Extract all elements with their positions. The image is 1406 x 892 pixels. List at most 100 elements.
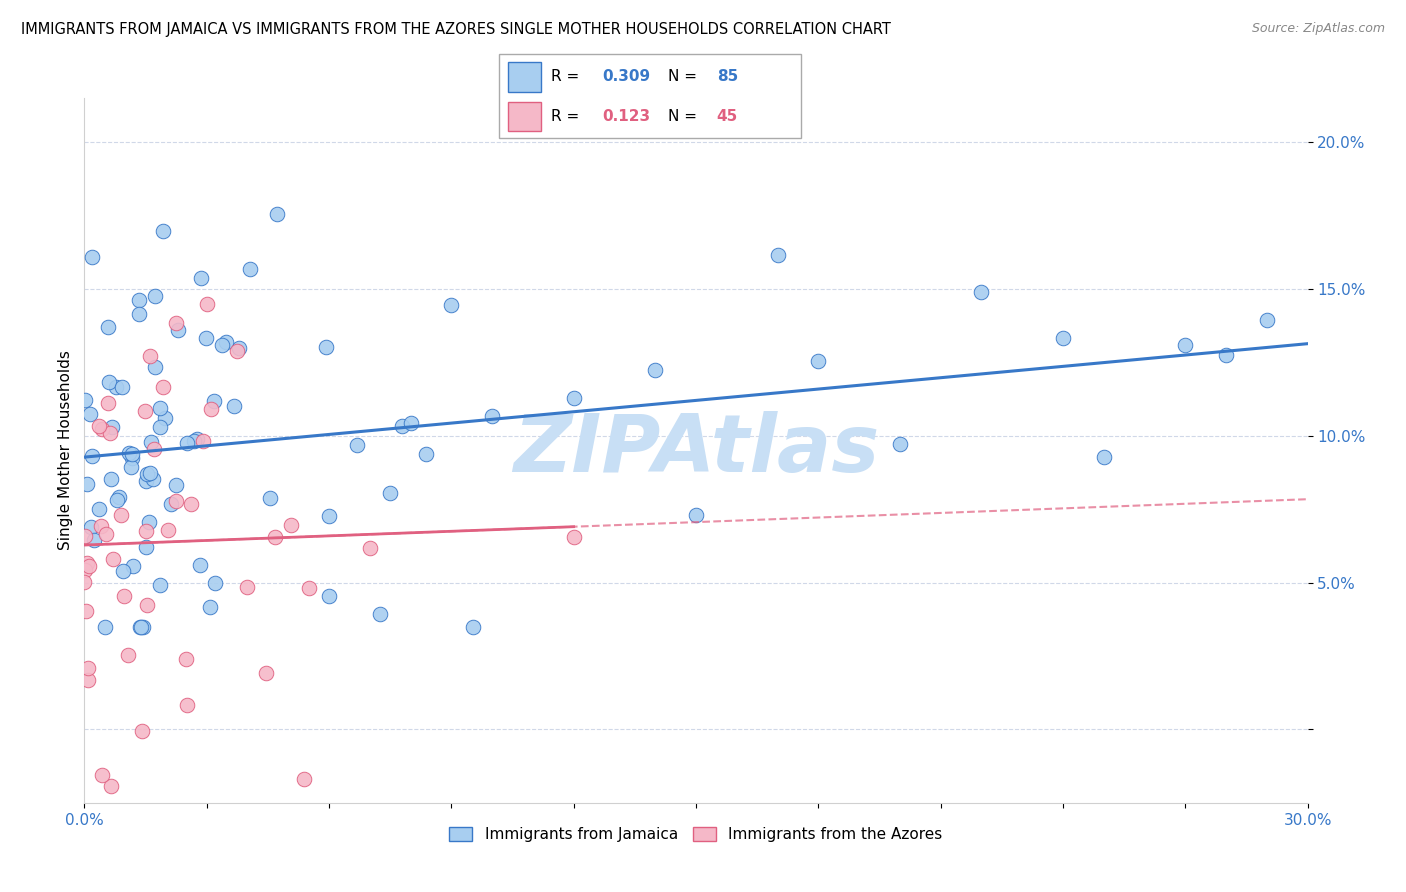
Point [143,359,166,374]
Point [136,599,159,613]
Point [111,564,134,578]
Point [226,343,249,358]
Point [91,422,114,436]
Point [143,289,166,303]
Point [157,523,180,537]
Point [195,296,218,310]
Point [110,508,132,523]
Point [562,391,585,405]
Point [118,446,141,460]
Legend: Immigrants from Jamaica, Immigrants from the Azores: Immigrants from Jamaica, Immigrants from… [443,821,949,848]
Point [73,574,96,589]
Text: 85: 85 [717,70,738,85]
Point [129,619,152,633]
Point [562,530,585,544]
Text: ZIPAtlas: ZIPAtlas [513,411,879,490]
Point [256,666,278,681]
Point [105,493,128,508]
Point [97,375,120,389]
Point [89,419,111,434]
Point [80,250,103,264]
Point [807,353,830,368]
Point [415,447,437,461]
Point [76,556,98,570]
Point [368,607,391,621]
Point [138,349,160,363]
Point [90,519,112,533]
Point [239,262,262,277]
Point [135,540,157,554]
Point [889,437,911,451]
Point [152,379,174,393]
Point [155,410,177,425]
Point [211,338,233,352]
Point [135,474,157,488]
Point [202,393,225,408]
Point [75,604,97,618]
Point [766,248,789,262]
Point [149,419,172,434]
Point [200,402,222,417]
Point [77,558,100,573]
Point [79,408,101,422]
Point [90,768,112,782]
Point [263,530,285,544]
Point [298,582,321,596]
Point [318,508,340,523]
Point [204,575,226,590]
Point [463,619,485,633]
Point [1174,338,1197,352]
Point [193,434,215,448]
Text: 0.123: 0.123 [602,109,650,124]
Point [139,434,162,449]
Point [100,420,122,434]
Point [644,363,666,377]
Point [100,779,122,793]
Point [112,589,135,603]
Point [77,673,100,688]
Point [100,425,122,440]
Point [83,533,105,548]
Point [111,379,134,393]
Point [1092,450,1115,464]
Point [128,307,150,321]
Point [105,380,128,394]
FancyBboxPatch shape [508,102,541,131]
Point [440,298,463,312]
Point [183,434,205,449]
Point [129,619,152,633]
Point [121,450,143,465]
Point [77,661,100,675]
Point [108,491,131,505]
Point [174,652,197,666]
Point [1052,331,1074,345]
Point [82,449,104,463]
Point [200,600,222,615]
Point [122,559,145,574]
Point [318,590,340,604]
Point [215,334,238,349]
Point [73,528,96,542]
Text: R =: R = [551,70,583,85]
Point [165,317,187,331]
Point [134,404,156,418]
Point [135,524,157,538]
Point [222,399,245,413]
Point [315,340,337,354]
Point [117,648,139,662]
Point [93,619,115,633]
Text: R =: R = [551,109,583,124]
Point [176,436,198,450]
Text: N =: N = [668,70,702,85]
Point [378,485,401,500]
Point [101,552,124,566]
Point [73,392,96,407]
Point [165,493,187,508]
Point [87,502,110,516]
Point [391,418,413,433]
Point [481,409,503,423]
Point [160,497,183,511]
Point [120,459,142,474]
Point [280,518,302,533]
Point [142,472,165,486]
